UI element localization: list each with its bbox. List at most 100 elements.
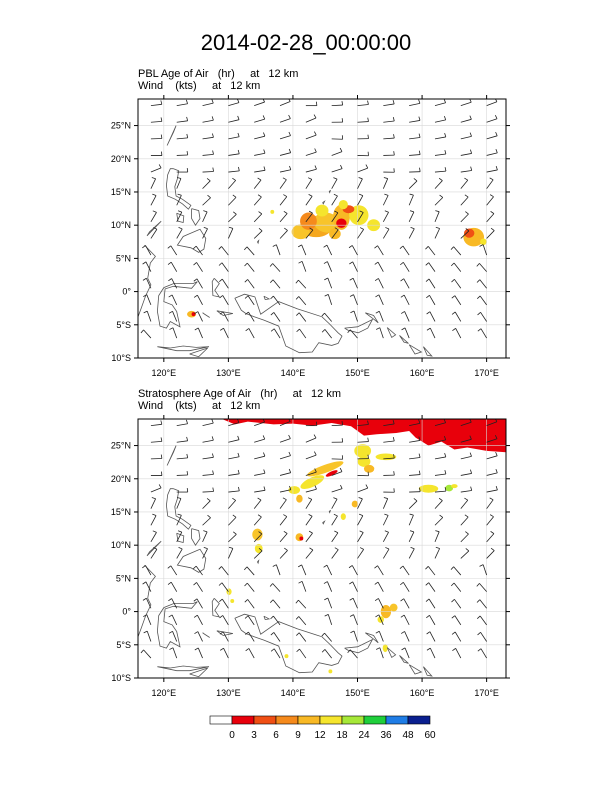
age-of-air-contour-11 [418,484,439,493]
colorbar-label-3: 9 [295,730,301,741]
strat-panel-subtitle: Wind (kts) at 12 km [138,400,261,412]
pbl-panel-subtitle: Wind (kts) at 12 km [138,80,261,92]
colorbar-swatch-6 [341,715,365,725]
age-of-air-contour-10 [351,500,359,508]
lon-tick-label: 130°E [216,688,241,698]
map-frame [137,418,507,679]
colorbar-swatch-0 [209,715,233,725]
coastline-8 [202,312,210,318]
colorbar-legend: 0 3 6 9 12 18 24 36 48 60 [209,715,436,741]
age-of-air-contour-16 [191,312,196,317]
age-of-air-contour-1 [375,453,397,461]
coastline-8 [202,632,210,638]
age-of-air-contour-14 [480,238,487,246]
age-of-air-contour-19 [389,603,398,612]
age-of-air-contour-25 [328,669,333,674]
page-title: 2014-02-28_00:00:00 [200,30,412,55]
age-of-air-contour-17 [254,543,263,554]
colorbar-label-2: 6 [273,730,279,741]
coastline-10 [234,613,343,674]
lat-tick-label: 25°N [111,121,131,131]
coastline-7 [211,278,221,298]
coastline-2 [176,212,185,224]
coastline-5 [138,244,156,317]
coastline-21 [328,509,332,514]
age-of-air-contour-21 [382,644,388,653]
age-of-air-contour-10 [315,204,329,217]
age-of-air-contour-1 [313,212,340,233]
age-of-air-contour-9 [338,199,348,210]
lon-tick-label: 150°E [345,368,370,378]
coastline-21 [328,189,332,194]
lon-tick-label: 170°E [474,368,499,378]
lon-tick-label: 140°E [281,368,306,378]
lat-tick-label: 5°S [116,320,131,330]
coastline-7 [211,598,221,618]
coastline-22 [257,559,260,565]
lon-tick-label: 130°E [216,368,241,378]
coastline-6 [156,601,198,649]
coastline-12 [365,632,379,644]
colorbar-swatch-2 [253,715,277,725]
age-of-air-contour-24 [284,654,289,659]
coastline-17 [157,345,210,352]
colorbar-label-1: 3 [251,730,257,741]
coastline-15 [408,664,423,675]
coastline-17 [157,665,210,672]
age-of-air-contour-7 [336,218,347,228]
map-frame [137,98,507,359]
lat-tick-label: 5°N [116,573,131,583]
coastline-14 [399,335,409,344]
pbl-panel-title: PBL Age of Air (hr) at 12 km [138,68,299,80]
coastline-3 [146,220,162,237]
colorbar-swatch-1 [231,715,255,725]
age-of-air-contour-22 [226,588,232,595]
age-of-air-contour-4 [306,461,344,477]
lat-tick-label: 20°N [111,154,131,164]
lon-tick-label: 120°E [152,368,177,378]
age-of-air-contour-17 [270,209,275,214]
lat-tick-label: 10°S [111,673,131,683]
age-of-air-contour-8 [325,470,338,477]
coastline-13 [386,327,397,338]
age-of-air-contour-7 [296,494,303,503]
coastline-2 [176,532,185,544]
strat-panel-title: Stratosphere Age of Air (hr) at 12 km [138,388,341,400]
coastline-11 [344,318,374,334]
age-of-air-contour-12 [445,484,454,492]
colorbar-swatch-5 [319,715,343,725]
lat-tick-label: 15°N [111,187,131,197]
colorbar-label-6: 24 [358,730,370,741]
lon-tick-label: 140°E [281,688,306,698]
wind-barbs [140,419,498,659]
coastline-23 [166,445,177,466]
coastline-14 [399,655,409,664]
coastline-1 [191,528,201,546]
lon-tick-label: 150°E [345,688,370,698]
coastline-6 [156,281,198,329]
coastline-19 [263,615,271,621]
coastline-9 [216,630,233,636]
lat-tick-label: 15°N [111,507,131,517]
stratospheric-air-region [221,419,506,453]
lat-tick-label: 10°S [111,353,131,363]
colorbar-swatch-9 [407,715,431,725]
coastline-0 [165,168,192,210]
coastline-0 [165,488,192,530]
coastline-4 [176,228,207,253]
coastline-20 [322,200,326,205]
lat-tick-label: 25°N [111,441,131,451]
lat-tick-label: 10°N [111,540,131,550]
coastline-18 [189,667,208,678]
coastline-11 [344,638,374,654]
coastline-12 [365,312,379,324]
age-of-air-contour-3 [363,464,375,473]
colorbar-swatch-7 [363,715,387,725]
lon-tick-label: 170°E [474,688,499,698]
coastline-19 [263,295,271,301]
age-of-air-contour-6 [288,486,301,495]
colorbar-label-0: 0 [229,730,235,741]
stratosphere-age-of-air-map: 120°E 130°E 140°E 150°E 160°E 170°E 25°N 20°N 15… [111,415,510,698]
age-of-air-contour-13 [464,228,475,238]
colorbar-label-8: 48 [402,730,414,741]
